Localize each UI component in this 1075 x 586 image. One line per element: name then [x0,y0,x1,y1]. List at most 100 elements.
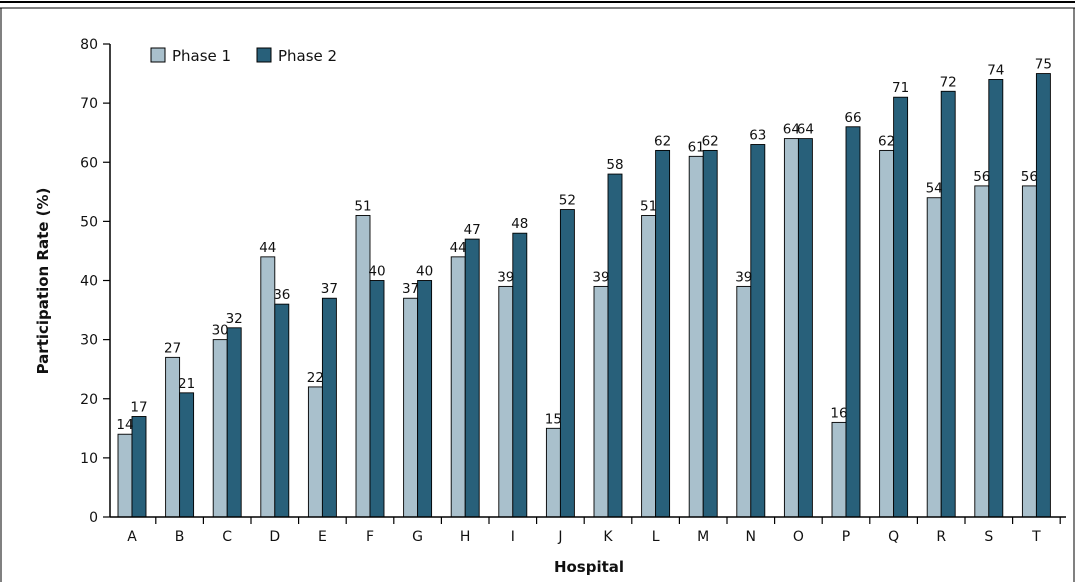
bar-phase-1-s [974,185,990,518]
value-label-phase-2-m: 62 [702,133,719,149]
y-tick-label: 0 [89,510,98,526]
x-tick-label-j: J [557,529,562,545]
value-label-phase-1-f: 51 [354,198,371,214]
bar-phase-1-i [498,285,514,518]
x-tick-label-i: I [511,529,515,545]
bar-phase-2-o [797,138,813,518]
bar-phase-2-j [559,209,575,518]
x-tick-label-f: F [366,529,374,545]
legend: Phase 1 Phase 2 [150,47,337,65]
value-label-phase-1-r: 54 [926,181,943,197]
legend-swatch-phase-1 [150,47,166,63]
y-tick-label: 10 [80,451,98,467]
x-tick-label-p: P [842,529,850,545]
x-ticks-group: A B C D E F G H I J K L M N O P Q R S T [127,517,1061,545]
value-label-phase-2-k: 58 [606,157,623,173]
value-label-phase-1-q: 62 [878,133,895,149]
bar-phase-1-f [355,215,371,518]
legend-label-phase-1: Phase 1 [172,47,231,65]
bar-phase-2-e [321,297,337,518]
y-ticks-group: 0 10 20 30 40 50 60 70 80 [80,37,110,526]
y-tick-label: 30 [80,333,98,349]
x-tick-label-m: M [697,529,709,545]
legend-label-phase-2: Phase 2 [278,47,337,65]
value-label-phase-1-o: 64 [783,122,800,138]
value-label-phase-1-p: 16 [830,405,847,421]
value-label-phase-1-b: 27 [164,340,181,356]
x-tick-label-o: O [793,529,804,545]
bar-phase-1-c [212,339,228,518]
y-axis-title: Participation Rate (%) [34,188,52,375]
value-label-phase-1-n: 39 [735,269,752,285]
value-label-phase-2-d: 36 [273,287,290,303]
bar-phase-2-q [893,96,909,518]
bar-phase-1-t [1021,185,1037,518]
bar-phase-2-a [131,416,147,518]
value-label-phase-2-h: 47 [464,222,481,238]
value-label-phase-2-a: 17 [130,399,147,415]
bar-phase-2-d [274,303,290,518]
bar-phase-2-f [369,280,385,518]
value-labels-group: 1417272130324436223751403740444739481552… [116,57,1052,434]
bar-phase-2-p [845,126,861,518]
x-tick-label-e: E [318,529,327,545]
value-label-phase-2-p: 66 [844,110,861,126]
x-tick-label-d: D [269,529,280,545]
bar-phase-1-j [545,427,561,518]
x-tick-label-k: K [603,529,613,545]
bar-phase-2-r [940,90,956,518]
x-tick-label-t: T [1031,529,1041,545]
bar-phase-1-g [403,297,419,518]
value-label-phase-2-r: 72 [940,74,957,90]
value-label-phase-1-a: 14 [116,417,133,433]
bar-phase-1-o [783,138,799,518]
value-label-phase-2-q: 71 [892,80,909,96]
value-label-phase-2-j: 52 [559,193,576,209]
bar-phase-2-h [464,238,480,518]
legend-swatch-phase-2 [256,47,272,63]
bar-phase-1-n [736,285,752,518]
y-tick-label: 20 [80,392,98,408]
bar-phase-1-e [307,386,323,518]
x-tick-label-s: S [984,529,993,545]
x-tick-label-g: G [412,529,423,545]
bar-phase-1-p [831,421,847,518]
value-label-phase-1-k: 39 [592,269,609,285]
value-label-phase-2-g: 40 [416,264,433,280]
y-tick-label: 50 [80,214,98,230]
value-label-phase-2-i: 48 [511,216,528,232]
value-label-phase-1-h: 44 [450,240,467,256]
value-label-phase-1-c: 30 [212,323,229,339]
x-tick-label-c: C [222,529,232,545]
bar-phase-2-l [655,149,671,518]
bar-phase-2-g [417,280,433,518]
value-label-phase-2-e: 37 [321,281,338,297]
value-label-phase-2-t: 75 [1035,57,1052,73]
value-label-phase-1-t: 56 [1021,169,1038,185]
y-tick-label: 80 [80,37,98,53]
bar-phase-2-t [1035,73,1051,518]
bar-phase-1-l [641,215,657,518]
bar-phase-2-s [988,79,1004,518]
x-tick-label-b: B [175,529,185,545]
value-label-phase-2-l: 62 [654,133,671,149]
bar-phase-2-k [607,173,623,518]
value-label-phase-1-s: 56 [973,169,990,185]
value-label-phase-2-s: 74 [987,62,1004,78]
bar-phase-1-a [117,433,133,518]
bar-phase-2-m [702,149,718,518]
value-label-phase-2-o: 64 [797,122,814,138]
bars-group [117,73,1051,518]
value-label-phase-1-g: 37 [402,281,419,297]
bar-phase-2-c [226,327,242,518]
value-label-phase-2-c: 32 [226,311,243,327]
x-tick-label-n: N [746,529,756,545]
x-tick-label-q: Q [888,529,899,545]
value-label-phase-1-j: 15 [545,411,562,427]
y-tick-label: 60 [80,155,98,171]
x-tick-label-r: R [936,529,946,545]
value-label-phase-1-m: 61 [688,139,705,155]
value-label-phase-2-b: 21 [178,376,195,392]
bar-phase-1-k [593,285,609,518]
